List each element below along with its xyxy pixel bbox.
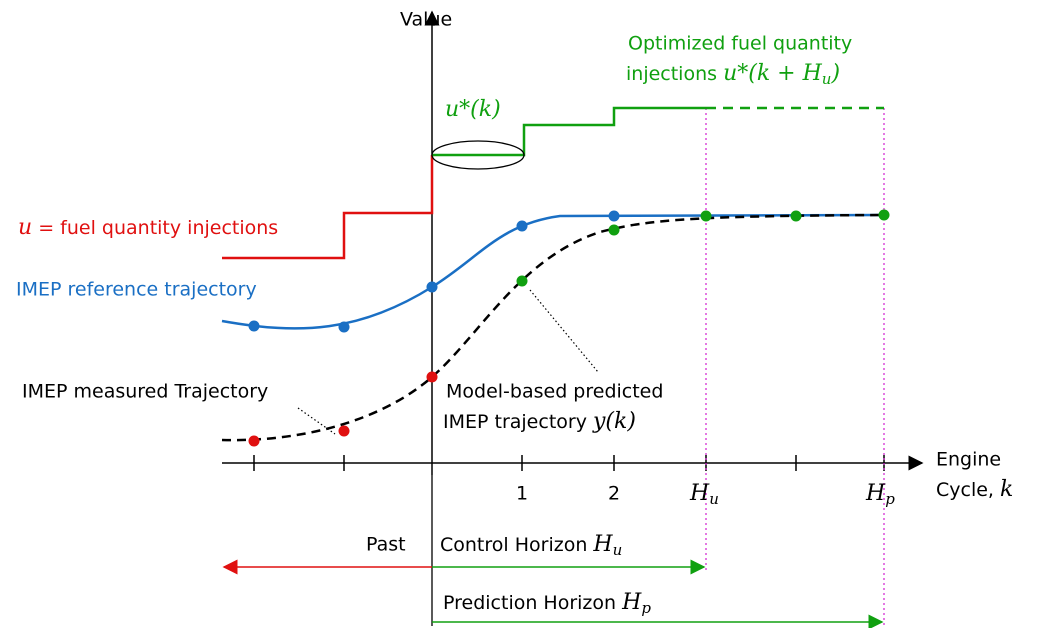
label: Cycle, k (936, 477, 1013, 502)
text-part: = fuel quantity injections (38, 217, 278, 239)
label: Prediction Horizon Hp (443, 590, 651, 617)
text-part: Cycle, (936, 479, 994, 501)
text-part: Control Horizon (440, 534, 587, 556)
text-part: u (709, 490, 719, 508)
tick-label: 1 (516, 483, 528, 505)
label: u*(k) (445, 97, 501, 122)
text-part: injections (626, 63, 717, 85)
text-part: u (18, 215, 32, 240)
text-part: y(k) (592, 409, 636, 434)
text-part: IMEP trajectory (443, 411, 587, 433)
text-part: H (865, 481, 886, 506)
optimized-input (432, 106, 706, 157)
text-part: H (689, 481, 710, 506)
label: injections u*(k + Hu) (626, 61, 840, 88)
reference-points (248, 210, 620, 333)
text-part: ) (830, 61, 840, 86)
text-part: p (885, 490, 895, 508)
text-part: H (592, 532, 613, 557)
text-part: Prediction Horizon (443, 592, 616, 614)
past-input (222, 155, 434, 260)
text-part: u (613, 541, 623, 559)
label: IMEP trajectory y(k) (443, 409, 636, 434)
text-part: k (1000, 477, 1013, 502)
label: Model-based predicted (446, 381, 663, 403)
label: u = fuel quantity injections (18, 215, 278, 240)
predicted-curve (221, 213, 885, 442)
label: Value (400, 9, 452, 31)
label: IMEP reference trajectory (16, 279, 257, 301)
text-part: u*(k + H (723, 61, 823, 86)
highlight-ellipse (431, 140, 525, 170)
label: IMEP measured Trajectory (22, 381, 268, 403)
leader (529, 289, 599, 373)
label: Past (366, 534, 406, 556)
label: Optimized fuel quantity (628, 33, 852, 55)
tick-label: Hp (865, 481, 895, 508)
reference-curve (221, 213, 885, 330)
predicted-points (516, 209, 890, 287)
measured-points (248, 371, 438, 447)
horizon-guides (705, 108, 885, 626)
tick-label: 2 (608, 483, 620, 505)
tick-label: Hu (689, 481, 719, 508)
text-part: u (822, 70, 832, 88)
label: Control Horizon Hu (440, 532, 622, 559)
label: Engine (936, 449, 1001, 471)
text-part: p (641, 599, 651, 617)
text-part: H (621, 590, 642, 615)
